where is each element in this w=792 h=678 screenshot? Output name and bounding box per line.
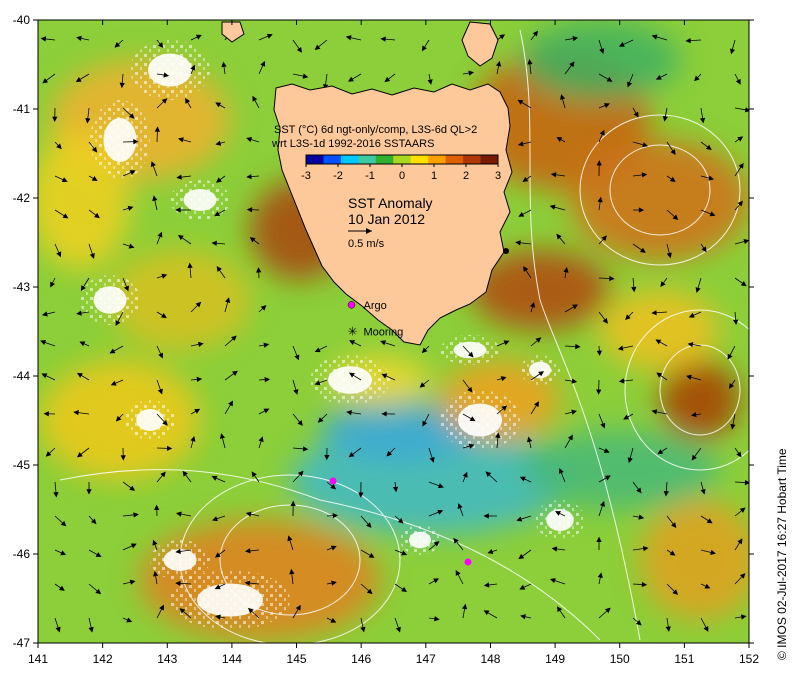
tasmania-land — [273, 83, 513, 346]
colorbar-tick-label: -3 — [301, 170, 311, 182]
y-axis: -40 -41 -42 -43 -44 -45 -46 -47 — [13, 13, 754, 650]
x-tick-label: 149 — [545, 652, 565, 666]
current-contours — [59, 29, 749, 643]
instrument-markers: Argo ✳ Mooring — [347, 300, 403, 339]
marker-label: Mooring — [363, 327, 403, 339]
y-tick-label: -46 — [13, 547, 31, 561]
x-tick-label: 150 — [610, 652, 630, 666]
colorbar-tick-label: -2 — [333, 170, 343, 182]
x-tick-label: 146 — [351, 652, 371, 666]
x-tick-label: 152 — [739, 652, 759, 666]
y-tick-label: -44 — [13, 369, 31, 383]
colorbar-tick-label: 0 — [399, 170, 405, 182]
y-tick-label: -45 — [13, 458, 31, 472]
vector-scale-label: 0.5 m/s — [348, 238, 385, 250]
colorbar-swatch — [393, 155, 412, 164]
colorbar-legend: SST (°C) 6d ngt-only/comp, L3S-6d QL>2 w… — [271, 124, 501, 182]
colorbar-ticks: -3 -2 -1 0 1 2 3 — [301, 164, 501, 182]
x-tick-label: 144 — [222, 652, 242, 666]
colorbar-swatch — [410, 155, 429, 164]
x-tick-label: 145 — [287, 652, 307, 666]
x-axis: 141 142 143 144 145 146 147 148 149 150 151 152 — [28, 20, 759, 666]
king-island — [221, 21, 245, 43]
marker-label: Argo — [363, 300, 386, 312]
map-title: SST Anomaly — [348, 195, 433, 211]
mooring-marker — [503, 248, 509, 254]
colorbar-swatch — [445, 155, 464, 164]
argo-float-marker — [329, 477, 337, 485]
y-tick-label: -40 — [13, 13, 31, 27]
y-tick-label: -43 — [13, 280, 31, 294]
colorbar-swatch — [306, 155, 324, 164]
x-tick-label: 141 — [28, 652, 48, 666]
x-tick-label: 143 — [157, 652, 177, 666]
vector-scale-arrow — [348, 228, 372, 234]
colorbar-swatch — [358, 155, 377, 164]
y-tick-label: -41 — [13, 102, 31, 116]
colorbar-swatch — [375, 155, 394, 164]
y-tick-label: -42 — [13, 191, 31, 205]
mooring-star-icon: ✳ — [347, 325, 357, 339]
copyright-credit: © IMOS 02-Jul-2017 16:27 Hobart Time — [775, 448, 789, 660]
x-tick-label: 142 — [93, 652, 113, 666]
x-tick-label: 147 — [416, 652, 436, 666]
x-tick-label: 148 — [480, 652, 500, 666]
x-tick-label: 151 — [674, 652, 694, 666]
colorbar — [305, 154, 499, 165]
colorbar-swatch — [340, 155, 359, 164]
colorbar-swatch — [428, 155, 447, 164]
colorbar-tick-label: 1 — [431, 170, 437, 182]
colorbar-tick-label: 2 — [463, 170, 469, 182]
colorbar-swatch — [463, 155, 482, 164]
map-date: 10 Jan 2012 — [348, 211, 425, 227]
colorbar-tick-label: 3 — [495, 170, 501, 182]
colorbar-swatch — [323, 155, 342, 164]
plot-frame — [37, 19, 750, 644]
colorbar-label-line1: SST (°C) 6d ngt-only/comp, L3S-6d QL>2 — [274, 124, 477, 136]
plot-area — [38, 20, 749, 643]
y-tick-label: -47 — [13, 636, 31, 650]
argo-float-marker — [464, 558, 472, 566]
colorbar-tick-label: -1 — [365, 170, 375, 182]
colorbar-label-line2: wrt L3S-1d 1992-2016 SSTAARS — [271, 138, 434, 150]
argo-marker-icon — [347, 301, 356, 309]
colorbar-swatch — [480, 155, 499, 164]
flinders-island — [461, 21, 499, 67]
